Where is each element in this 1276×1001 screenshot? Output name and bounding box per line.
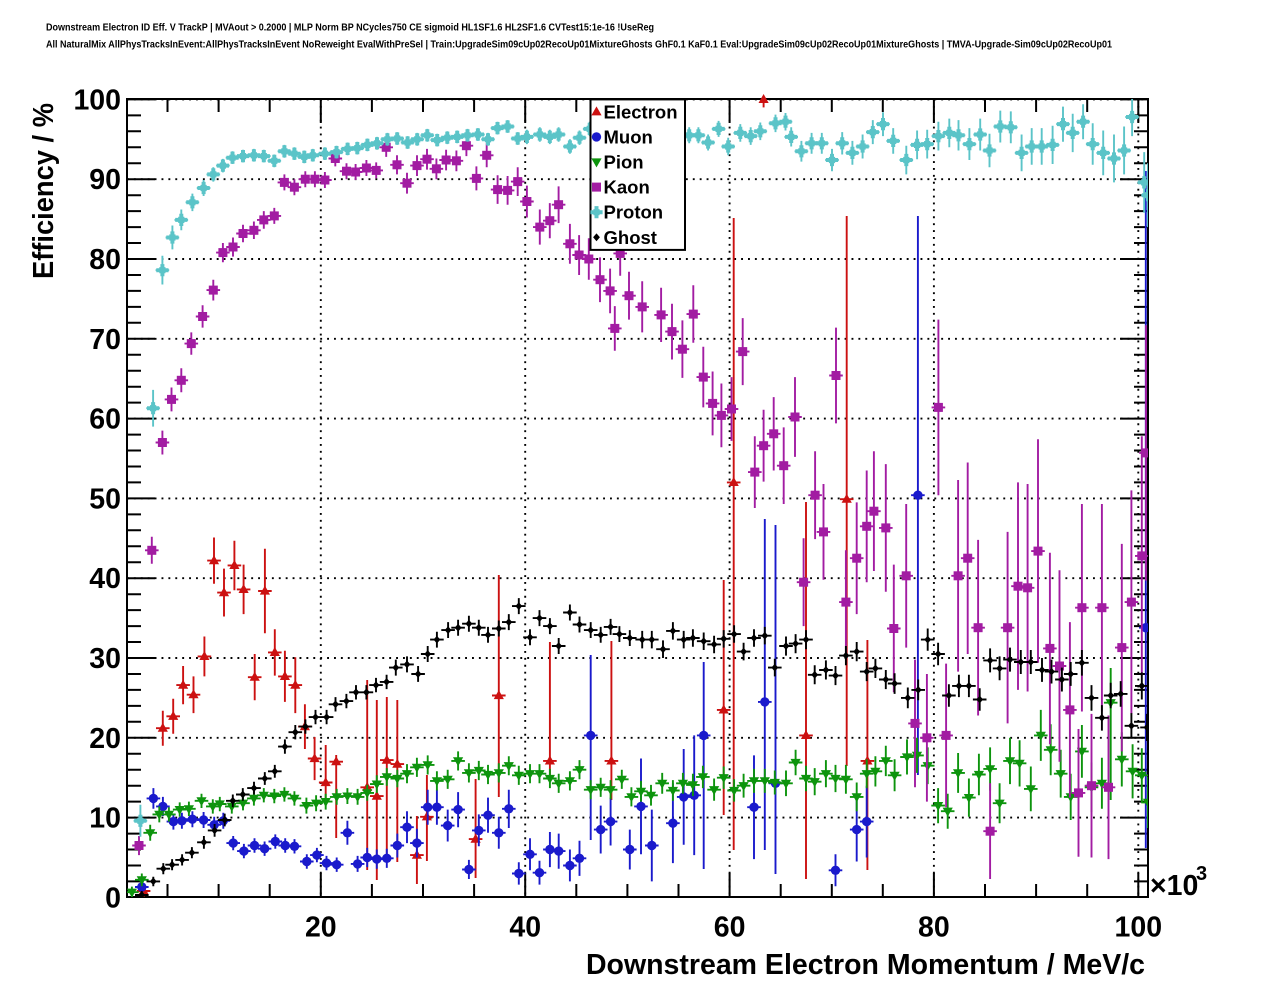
svg-text:80: 80: [89, 244, 121, 276]
svg-text:All NaturalMix AllPhysTracksIn: All NaturalMix AllPhysTracksInEvent:AllP…: [46, 39, 1112, 51]
svg-text:×10: ×10: [1150, 870, 1198, 902]
svg-text:0: 0: [105, 882, 121, 914]
svg-text:Downstream Electron Momentum /: Downstream Electron Momentum / MeV/c: [586, 949, 1145, 981]
svg-text:Proton: Proton: [604, 202, 664, 223]
svg-text:80: 80: [918, 912, 950, 944]
svg-text:3: 3: [1196, 863, 1207, 885]
svg-text:20: 20: [305, 912, 337, 944]
svg-text:Ghost: Ghost: [604, 227, 657, 248]
svg-text:Efficiency / %: Efficiency / %: [28, 103, 60, 279]
svg-text:40: 40: [509, 912, 541, 944]
svg-text:20: 20: [89, 723, 121, 755]
svg-text:Kaon: Kaon: [604, 177, 650, 198]
svg-text:10: 10: [89, 803, 121, 835]
svg-text:60: 60: [714, 912, 746, 944]
svg-text:Muon: Muon: [604, 126, 653, 147]
svg-text:Pion: Pion: [604, 152, 644, 173]
svg-text:70: 70: [89, 324, 121, 356]
svg-text:Electron: Electron: [604, 101, 678, 122]
svg-text:60: 60: [89, 404, 121, 436]
svg-text:Downstream Electron ID Eff. V: Downstream Electron ID Eff. V TrackP | M…: [46, 22, 654, 34]
svg-text:100: 100: [1115, 912, 1163, 944]
svg-text:90: 90: [89, 164, 121, 196]
svg-text:40: 40: [89, 563, 121, 595]
svg-text:50: 50: [89, 483, 121, 515]
svg-text:100: 100: [73, 84, 121, 116]
svg-text:30: 30: [89, 643, 121, 675]
